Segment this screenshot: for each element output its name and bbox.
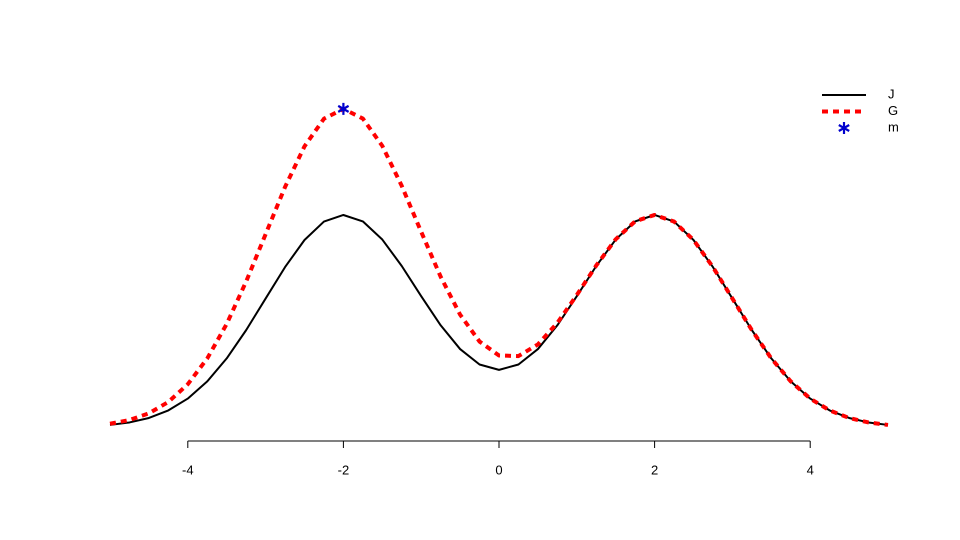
x-tick-label: 2 — [651, 462, 658, 477]
series-line — [109, 213, 889, 426]
series-line — [109, 106, 889, 427]
legend-label: G — [888, 103, 898, 118]
legend-label: m — [888, 119, 899, 134]
legend-label: J — [888, 86, 895, 101]
marker — [337, 102, 350, 115]
marker — [838, 122, 850, 134]
x-tick-label: 4 — [807, 462, 814, 477]
x-tick-label: -2 — [338, 462, 350, 477]
x-tick-label: -4 — [182, 462, 194, 477]
x-tick-label: 0 — [495, 462, 502, 477]
